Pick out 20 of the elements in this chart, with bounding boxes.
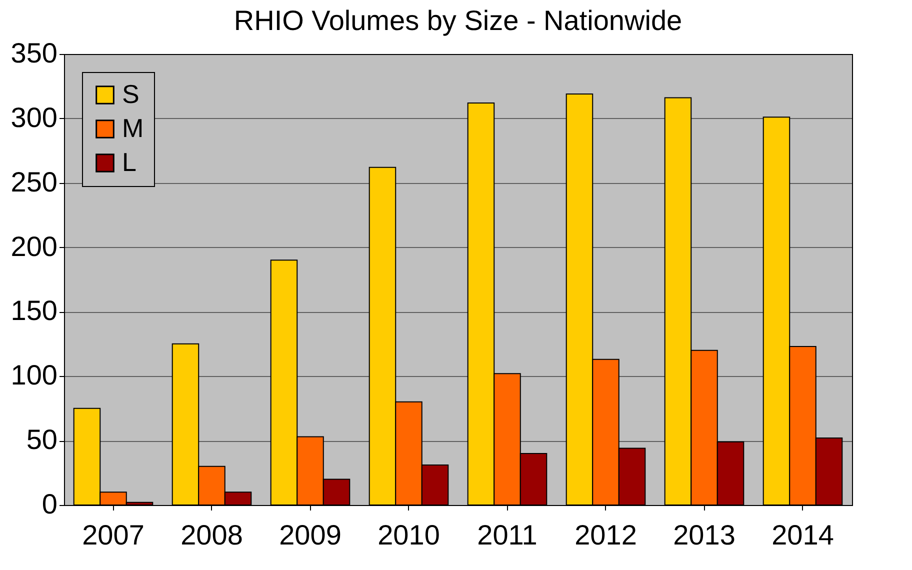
y-tick-label: 100 <box>10 360 58 391</box>
y-tick-label: 150 <box>10 295 58 326</box>
x-tick-label: 2009 <box>279 520 342 550</box>
legend-label: S <box>122 79 140 109</box>
y-tick-label: 0 <box>42 488 58 520</box>
x-tick-label: 2012 <box>574 520 637 550</box>
chart-title: RHIO Volumes by Size - Nationwide <box>234 5 682 36</box>
y-tick-label: 200 <box>10 230 58 262</box>
y-tick-label: 300 <box>10 102 58 133</box>
x-tick-label: 2008 <box>180 520 243 550</box>
y-tick-label: 250 <box>10 166 58 198</box>
y-tick-label: 350 <box>10 38 58 68</box>
x-tick-label: 2014 <box>772 520 834 550</box>
y-tick-label: 50 <box>26 424 58 456</box>
x-tick-label: 2013 <box>673 520 736 550</box>
x-tick-label: 2007 <box>82 520 144 550</box>
legend-label: M <box>122 113 144 143</box>
x-tick-label: 2010 <box>378 520 440 550</box>
legend-label: L <box>122 147 136 177</box>
x-tick-label: 2011 <box>477 520 538 550</box>
